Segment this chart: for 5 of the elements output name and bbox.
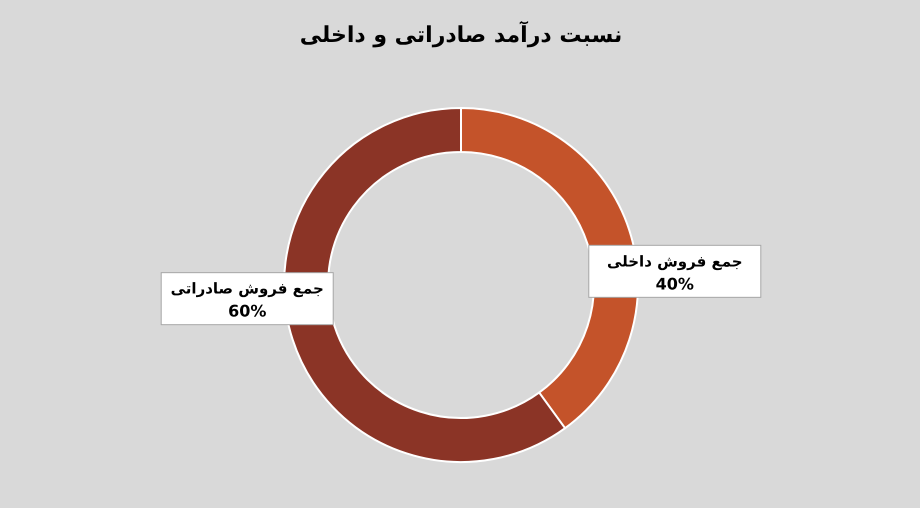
slice-label: جمع فروش داخلی — [606, 252, 743, 270]
data-label: 40% — [656, 274, 694, 294]
chart-title: نسبت درآمد صادراتی و داخلی — [300, 21, 622, 48]
slice-label: جمع فروش صادراتی — [170, 280, 324, 298]
data-label: 60% — [228, 302, 266, 321]
